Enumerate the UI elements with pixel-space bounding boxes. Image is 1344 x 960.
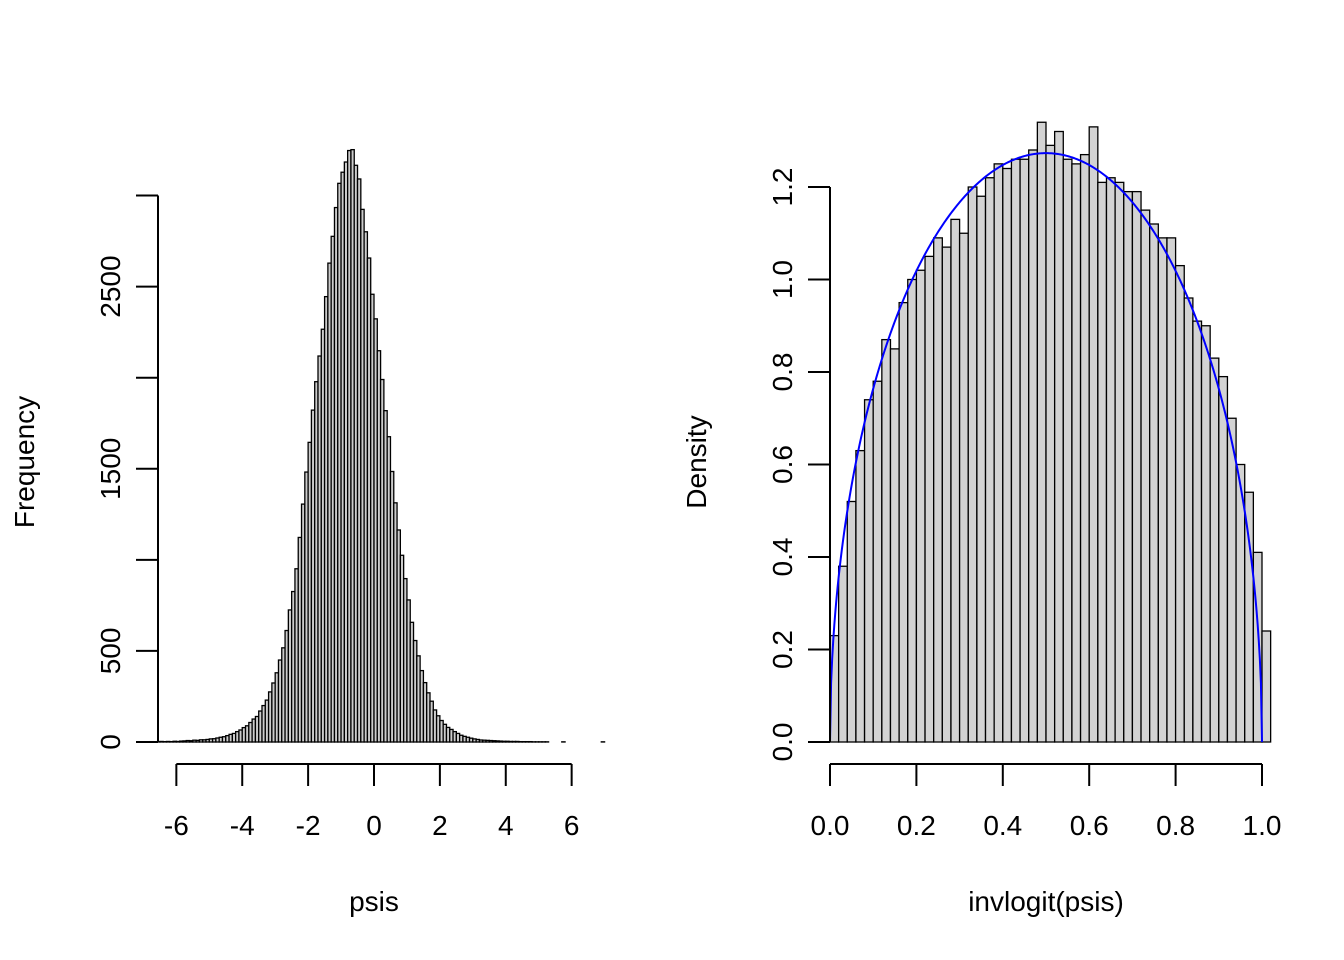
histogram-psis: 0 500 1500 2500 -6 -4 -2 0 2 4 6 psis Frequency (9, 148, 606, 917)
y-tick-label: 500 (95, 628, 126, 675)
histogram-bar (1218, 375, 1229, 743)
histogram-bar (1097, 181, 1108, 743)
histogram-bar (1002, 167, 1013, 743)
histogram-bar (855, 449, 866, 743)
y-tick-label: 1.2 (767, 168, 798, 207)
histogram-bar (1183, 297, 1194, 743)
histogram-bar (863, 399, 874, 743)
histogram-bar (846, 500, 857, 743)
x-axis-title-psis: psis (349, 886, 399, 917)
x-tick-label: 0.6 (1070, 810, 1109, 841)
histogram-bar (1010, 158, 1021, 743)
histogram-invlogit-psis: 0.0 0.2 0.4 0.6 0.8 1.0 1.2 0.0 0.2 0.4 0.6 0.8 1.0… (681, 121, 1282, 917)
histogram-bar (933, 237, 943, 743)
histogram-bar (993, 163, 1004, 743)
y-tick-label: 0.6 (767, 445, 798, 484)
histogram-bar (1131, 190, 1142, 743)
histogram-bar (881, 338, 892, 743)
x-tick-label: 1.0 (1243, 810, 1282, 841)
x-tick-label: -6 (164, 810, 189, 841)
x-tick-label: 0.2 (897, 810, 936, 841)
histogram-bar (950, 218, 961, 743)
x-axis-invlogit: 0.0 0.2 0.4 0.6 0.8 1.0 (811, 763, 1282, 841)
histogram-bar (1019, 158, 1030, 743)
histogram-bar (1140, 209, 1151, 743)
histogram-bar (1244, 491, 1255, 743)
histogram-bar (1226, 417, 1237, 743)
histogram-bar (1192, 320, 1203, 743)
y-axis-frequency: 0 500 1500 2500 (95, 194, 159, 750)
histogram-bar (1166, 237, 1177, 743)
histogram-bar (1209, 357, 1220, 743)
y-tick-label: 0 (95, 734, 126, 750)
x-tick-label: 2 (432, 810, 448, 841)
histogram-bar (1123, 190, 1134, 743)
histogram-bar (1157, 237, 1168, 743)
histogram-bar (915, 269, 926, 743)
y-tick-label: 1.0 (767, 260, 798, 299)
y-tick-label: 1500 (95, 438, 126, 500)
histogram-bars-invlogit (829, 121, 1272, 743)
beta-density-curve (829, 152, 1263, 743)
histogram-bar (984, 177, 995, 743)
x-tick-label: 0 (366, 810, 382, 841)
histogram-bar (907, 278, 918, 743)
histogram-bar (1149, 223, 1159, 743)
histogram-bar (1174, 264, 1185, 743)
histogram-bar (1053, 130, 1064, 743)
histogram-bar (1105, 177, 1116, 743)
y-axis-title-frequency: Frequency (9, 396, 40, 528)
histogram-bar (967, 186, 978, 743)
histogram-bar (1114, 181, 1125, 743)
histogram-bar (976, 195, 987, 743)
histogram-bar (1088, 126, 1099, 743)
histogram-bar (1071, 163, 1082, 743)
histogram-bar (1045, 144, 1056, 743)
y-tick-label: 0.8 (767, 353, 798, 392)
x-tick-label: -2 (296, 810, 321, 841)
histogram-bar (1028, 149, 1039, 743)
x-axis-psis: -6 -4 -2 0 2 4 6 (164, 763, 580, 841)
x-tick-label: 4 (498, 810, 514, 841)
histogram-bar (1062, 158, 1073, 743)
y-axis-density: 0.0 0.2 0.4 0.6 0.8 1.0 1.2 (767, 168, 831, 762)
y-tick-label: 0.4 (767, 538, 798, 577)
histogram-bars-psis (149, 148, 606, 743)
histogram-bar (1079, 153, 1090, 743)
y-tick-label: 0.2 (767, 630, 798, 669)
y-tick-label: 2500 (95, 255, 126, 317)
histogram-bar (941, 246, 952, 743)
x-tick-label: 0.0 (811, 810, 850, 841)
histogram-bar (837, 565, 848, 743)
histogram-bar (872, 380, 883, 743)
x-tick-label: 6 (564, 810, 580, 841)
histogram-bar (1036, 121, 1047, 743)
histogram-bar (958, 232, 969, 743)
histogram-bar (1200, 325, 1211, 743)
x-tick-label: 0.8 (1156, 810, 1195, 841)
y-axis-title-density: Density (681, 415, 712, 508)
y-tick-label: 0.0 (767, 723, 798, 762)
x-axis-title-invlogit: invlogit(psis) (968, 886, 1124, 917)
x-tick-label: 0.4 (983, 810, 1022, 841)
histogram-bar (924, 255, 935, 743)
histogram-bar (898, 301, 909, 743)
histogram-bar (1261, 630, 1272, 743)
x-tick-label: -4 (230, 810, 255, 841)
histogram-bar (889, 348, 900, 743)
